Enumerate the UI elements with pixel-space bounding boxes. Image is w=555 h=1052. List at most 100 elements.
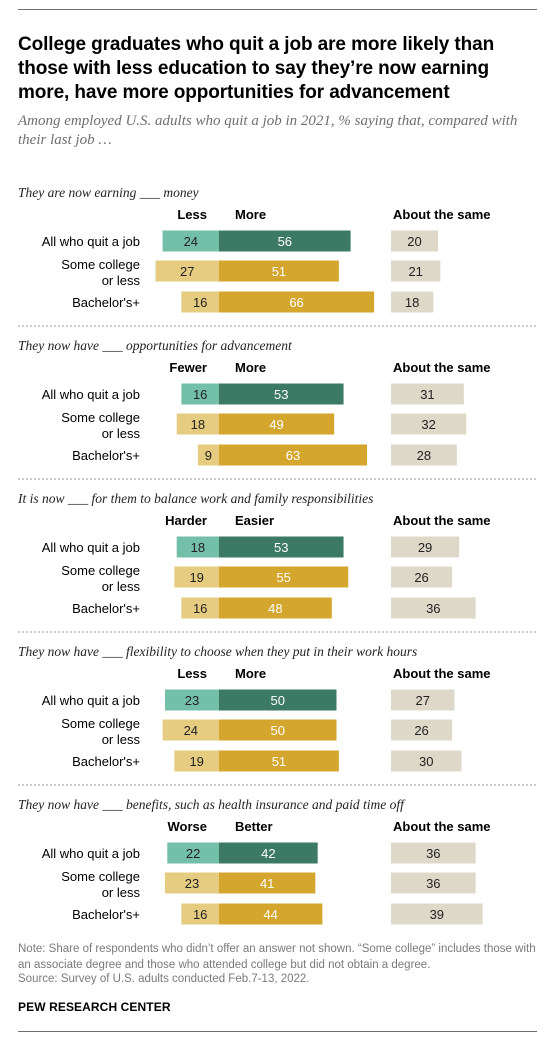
row-label: All who quit a job [42, 234, 140, 249]
row-label: Bachelor's+ [72, 295, 140, 310]
negative-bar [164, 872, 219, 894]
positive-value-label: 53 [274, 387, 288, 402]
same-value-label: 20 [407, 234, 421, 249]
same-bar [391, 903, 483, 925]
same-bar [391, 444, 457, 466]
negative-bar [174, 750, 219, 772]
row-label: Bachelor's+ [72, 754, 140, 769]
positive-value-label: 51 [272, 754, 286, 769]
positive-value-label: 66 [289, 295, 303, 310]
negative-value-label: 16 [193, 601, 207, 616]
pew-research-center-logo: PEW RESEARCH CENTER [18, 1000, 171, 1014]
diverging-bar-chart: They are now earning ___ money Less More Ab… [17, 185, 537, 925]
same-value-label: 30 [419, 754, 433, 769]
row-label: Bachelor's+ [72, 907, 140, 922]
chart-source: Source: Survey of U.S. adults conducted … [18, 973, 310, 985]
positive-bar [219, 444, 368, 466]
same-bar [391, 291, 434, 313]
negative-value-label: 27 [180, 264, 194, 279]
positive-header: More [235, 207, 266, 222]
row-label: Bachelor's+ [72, 448, 140, 463]
same-header: About the same [393, 207, 491, 222]
negative-value-label: 16 [193, 387, 207, 402]
negative-bar [155, 260, 219, 282]
positive-value-label: 42 [261, 846, 275, 861]
negative-value-label: 19 [189, 570, 203, 585]
negative-value-label: 9 [205, 448, 212, 463]
same-bar [391, 719, 453, 741]
same-bar [391, 383, 464, 405]
same-value-label: 26 [414, 723, 428, 738]
same-bar [391, 842, 476, 864]
negative-header: Harder [165, 513, 207, 528]
negative-value-label: 24 [184, 234, 198, 249]
row-label: or less [102, 732, 141, 747]
positive-bar [219, 383, 344, 405]
negative-value-label: 16 [193, 907, 207, 922]
row-label: Some college [61, 257, 140, 272]
same-bar [391, 566, 453, 588]
negative-bar [176, 536, 219, 558]
row-label: Some college [61, 869, 140, 884]
positive-header: More [235, 360, 266, 375]
positive-bar [219, 413, 335, 435]
row-label: All who quit a job [42, 846, 140, 861]
same-bar [391, 689, 455, 711]
row-label: All who quit a job [42, 693, 140, 708]
same-value-label: 27 [415, 693, 429, 708]
same-bar [391, 260, 441, 282]
same-bar [391, 750, 462, 772]
negative-header: Worse [168, 819, 208, 834]
chart-subtitle: Among employed U.S. adults who quit a jo… [18, 113, 518, 148]
panel-question: They now have ___ flexibility to choose … [18, 644, 417, 659]
same-bar [391, 536, 460, 558]
negative-bar [197, 444, 219, 466]
same-value-label: 28 [417, 448, 431, 463]
positive-bar [219, 842, 318, 864]
same-value-label: 39 [430, 907, 444, 922]
same-value-label: 29 [418, 540, 432, 555]
same-bar [391, 413, 467, 435]
same-header: About the same [393, 360, 491, 375]
positive-value-label: 51 [272, 264, 286, 279]
positive-value-label: 48 [268, 601, 282, 616]
same-bar [391, 230, 438, 252]
negative-value-label: 18 [191, 540, 205, 555]
positive-value-label: 50 [271, 693, 285, 708]
top-rule [18, 9, 537, 10]
row-label: or less [102, 426, 141, 441]
panel-question: It is now ___ for them to balance work a… [17, 491, 373, 506]
positive-value-label: 55 [276, 570, 290, 585]
bottom-rule [18, 1031, 537, 1032]
positive-bar [219, 597, 332, 619]
negative-value-label: 23 [185, 876, 199, 891]
negative-header: Less [177, 666, 207, 681]
same-bar [391, 872, 476, 894]
same-value-label: 32 [421, 417, 435, 432]
positive-bar [219, 689, 337, 711]
row-label: or less [102, 579, 141, 594]
same-bar [391, 597, 476, 619]
positive-header: More [235, 666, 266, 681]
negative-bar [181, 291, 219, 313]
negative-bar [181, 597, 219, 619]
positive-header: Better [235, 819, 273, 834]
negative-bar [176, 413, 219, 435]
same-value-label: 36 [426, 846, 440, 861]
positive-bar [219, 872, 316, 894]
positive-value-label: 44 [263, 907, 277, 922]
row-label: Some college [61, 716, 140, 731]
positive-bar [219, 536, 344, 558]
negative-value-label: 18 [191, 417, 205, 432]
negative-header: Less [177, 207, 207, 222]
positive-bar [219, 230, 351, 252]
negative-bar [164, 689, 219, 711]
same-value-label: 31 [420, 387, 434, 402]
chart-title: College graduates who quit a job are mor… [18, 34, 495, 103]
negative-bar [181, 383, 219, 405]
negative-bar [167, 842, 219, 864]
same-value-label: 21 [408, 264, 422, 279]
positive-value-label: 41 [260, 876, 274, 891]
positive-value-label: 53 [274, 540, 288, 555]
same-header: About the same [393, 819, 491, 834]
